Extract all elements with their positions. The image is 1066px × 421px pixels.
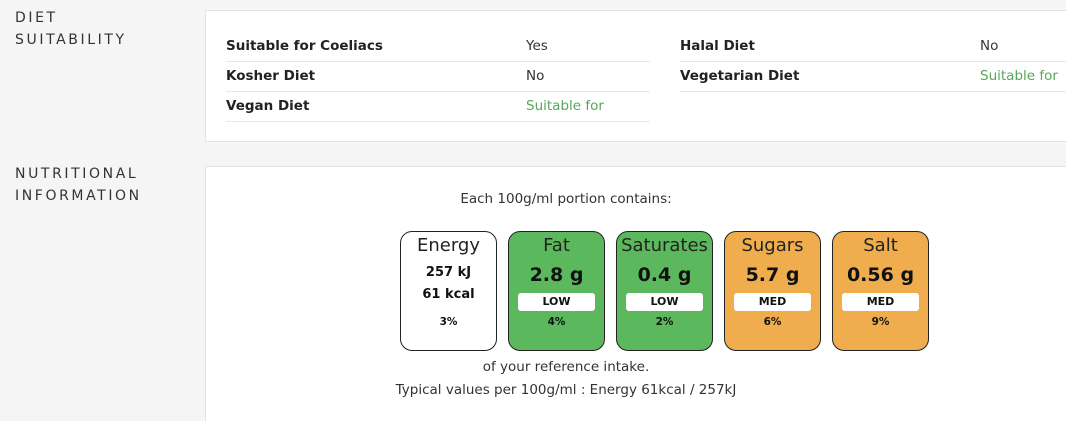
diet-row-vegan: Vegan Diet Suitable for xyxy=(226,92,650,122)
heading-line: INFORMATION xyxy=(15,188,142,204)
diet-suitability-heading: DIET SUITABILITY xyxy=(15,7,127,51)
nutritional-information-heading: NUTRITIONAL INFORMATION xyxy=(15,163,142,207)
reference-intake-percent: 4% xyxy=(547,316,566,328)
nutrient-name: Fat xyxy=(543,235,570,256)
energy-kj: 257 kJ xyxy=(425,265,472,280)
nutrient-amount: 2.8 g xyxy=(529,264,584,286)
diet-name: Vegan Diet xyxy=(226,98,310,114)
diet-value: No xyxy=(980,38,999,54)
nutrient-tile-energy: Energy 257 kJ 61 kcal 3% xyxy=(400,231,497,351)
diet-row-vegetarian: Vegetarian Diet Suitable for xyxy=(680,62,1066,92)
nutrient-amount: 5.7 g xyxy=(745,264,800,286)
nutrient-level-badge: LOW xyxy=(626,293,703,311)
reference-intake-percent: 9% xyxy=(871,316,890,328)
diet-name: Vegetarian Diet xyxy=(680,68,800,84)
nutrient-level-badge: MED xyxy=(842,293,919,311)
diet-column-right: Halal Diet No Vegetarian Diet Suitable f… xyxy=(680,32,1066,92)
diet-row-kosher: Kosher Diet No xyxy=(226,62,650,92)
nutrient-name: Sugars xyxy=(741,235,804,256)
portion-caption: Each 100g/ml portion contains: xyxy=(460,191,672,207)
diet-name: Kosher Diet xyxy=(226,68,316,84)
diet-row-halal: Halal Diet No xyxy=(680,32,1066,62)
heading-line: NUTRITIONAL xyxy=(15,166,139,182)
nutrient-tile-fat: Fat 2.8 g LOW 4% xyxy=(508,231,605,351)
reference-intake-percent: 6% xyxy=(763,316,782,328)
nutrient-tile-salt: Salt 0.56 g MED 9% xyxy=(832,231,929,351)
diet-value: Suitable for xyxy=(980,68,1058,84)
nutrient-name: Saturates xyxy=(621,235,708,256)
diet-row-coeliacs: Suitable for Coeliacs Yes xyxy=(226,32,650,62)
nutrient-amount: 0.56 g xyxy=(846,264,915,286)
nutritional-information-panel: Each 100g/ml portion contains: Energy 25… xyxy=(205,166,1066,421)
reference-intake-caption: of your reference intake. xyxy=(482,359,650,375)
typical-values-caption: Typical values per 100g/ml : Energy 61kc… xyxy=(395,382,737,398)
diet-value: Yes xyxy=(526,38,548,54)
diet-name: Suitable for Coeliacs xyxy=(226,38,383,54)
diet-name: Halal Diet xyxy=(680,38,755,54)
reference-intake-percent: 3% xyxy=(439,316,458,328)
nutrient-name: Salt xyxy=(863,235,898,256)
diet-value: No xyxy=(526,68,545,84)
diet-value: Suitable for xyxy=(526,98,604,114)
nutrient-level-badge: LOW xyxy=(518,293,595,311)
reference-intake-percent: 2% xyxy=(655,316,674,328)
diet-suitability-panel: Suitable for Coeliacs Yes Kosher Diet No… xyxy=(205,10,1066,142)
heading-line: DIET xyxy=(15,10,58,26)
nutrient-tile-sugars: Sugars 5.7 g MED 6% xyxy=(724,231,821,351)
heading-line: SUITABILITY xyxy=(15,32,127,48)
diet-column-left: Suitable for Coeliacs Yes Kosher Diet No… xyxy=(226,32,650,122)
nutrient-name: Energy xyxy=(416,235,481,256)
energy-kcal: 61 kcal xyxy=(422,287,475,302)
nutrient-amount: 0.4 g xyxy=(637,264,692,286)
nutrient-level-badge: MED xyxy=(734,293,811,311)
nutrient-tile-saturates: Saturates 0.4 g LOW 2% xyxy=(616,231,713,351)
